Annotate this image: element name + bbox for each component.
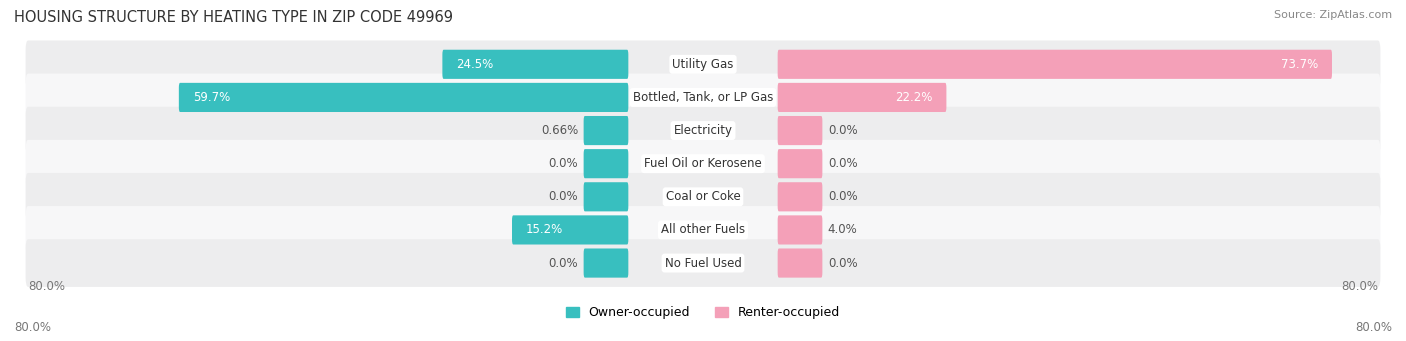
Text: Electricity: Electricity (673, 124, 733, 137)
FancyBboxPatch shape (512, 216, 628, 244)
Text: Coal or Coke: Coal or Coke (665, 190, 741, 203)
Text: 22.2%: 22.2% (896, 91, 932, 104)
Text: 80.0%: 80.0% (1341, 280, 1378, 293)
Text: Fuel Oil or Kerosene: Fuel Oil or Kerosene (644, 157, 762, 170)
Text: All other Fuels: All other Fuels (661, 223, 745, 236)
FancyBboxPatch shape (583, 249, 628, 278)
FancyBboxPatch shape (25, 173, 1381, 221)
FancyBboxPatch shape (443, 50, 628, 79)
Text: Source: ZipAtlas.com: Source: ZipAtlas.com (1274, 10, 1392, 20)
FancyBboxPatch shape (25, 41, 1381, 88)
FancyBboxPatch shape (25, 74, 1381, 121)
Text: 0.0%: 0.0% (828, 124, 858, 137)
FancyBboxPatch shape (25, 107, 1381, 154)
Text: 80.0%: 80.0% (1355, 321, 1392, 334)
Text: No Fuel Used: No Fuel Used (665, 256, 741, 269)
Text: HOUSING STRUCTURE BY HEATING TYPE IN ZIP CODE 49969: HOUSING STRUCTURE BY HEATING TYPE IN ZIP… (14, 10, 453, 25)
Text: 80.0%: 80.0% (28, 280, 65, 293)
Text: 0.0%: 0.0% (548, 157, 578, 170)
FancyBboxPatch shape (25, 239, 1381, 287)
Text: 0.0%: 0.0% (828, 256, 858, 269)
FancyBboxPatch shape (778, 249, 823, 278)
FancyBboxPatch shape (778, 50, 1331, 79)
FancyBboxPatch shape (778, 182, 823, 211)
Text: 80.0%: 80.0% (14, 321, 51, 334)
FancyBboxPatch shape (583, 182, 628, 211)
Text: Bottled, Tank, or LP Gas: Bottled, Tank, or LP Gas (633, 91, 773, 104)
Text: 4.0%: 4.0% (828, 223, 858, 236)
FancyBboxPatch shape (583, 149, 628, 178)
Text: Utility Gas: Utility Gas (672, 58, 734, 71)
Legend: Owner-occupied, Renter-occupied: Owner-occupied, Renter-occupied (561, 301, 845, 324)
Text: 0.0%: 0.0% (548, 190, 578, 203)
Text: 0.0%: 0.0% (828, 157, 858, 170)
Text: 59.7%: 59.7% (193, 91, 231, 104)
FancyBboxPatch shape (25, 206, 1381, 254)
FancyBboxPatch shape (778, 149, 823, 178)
Text: 73.7%: 73.7% (1281, 58, 1317, 71)
FancyBboxPatch shape (778, 216, 823, 244)
Text: 0.66%: 0.66% (541, 124, 578, 137)
Text: 0.0%: 0.0% (548, 256, 578, 269)
FancyBboxPatch shape (25, 140, 1381, 188)
FancyBboxPatch shape (583, 116, 628, 145)
Text: 0.0%: 0.0% (828, 190, 858, 203)
Text: 24.5%: 24.5% (457, 58, 494, 71)
FancyBboxPatch shape (778, 83, 946, 112)
FancyBboxPatch shape (778, 116, 823, 145)
Text: 15.2%: 15.2% (526, 223, 564, 236)
FancyBboxPatch shape (179, 83, 628, 112)
